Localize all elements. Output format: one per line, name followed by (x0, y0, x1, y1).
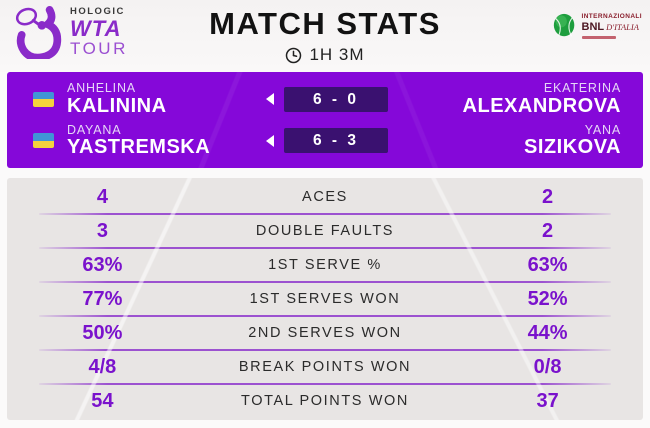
stat-value-left: 63% (82, 253, 123, 276)
stat-value-right: 2 (542, 185, 554, 208)
stats-panel: 4 ACES 2 3 DOUBLE FAULTS 2 63% 1ST SERVE… (7, 178, 643, 420)
match-duration: 1H 3M (309, 45, 365, 64)
tour-label: TOUR (70, 39, 128, 59)
stat-value-left: 4 (96, 185, 108, 208)
hologic-label: HOLOGIC (70, 5, 125, 17)
player-first-name: DAYANA (67, 122, 122, 137)
player-last-name: KALININA (67, 94, 167, 117)
scoreboard-panel: ANHELINA KALININA 6 - 0 EKATERINA ALEXAN… (7, 72, 643, 168)
stat-value-right: 2 (542, 219, 554, 242)
stat-value-right: 52% (527, 287, 568, 310)
bnl-label: BNL (581, 20, 605, 33)
stat-row-break-points-won: 4/8 BREAK POINTS WON 0/8 (7, 351, 643, 383)
stat-value-right: 0/8 (533, 355, 562, 378)
stat-label: 1ST SERVES WON (249, 291, 401, 307)
set-score-block: 6 - 0 (232, 86, 422, 112)
match-duration-row: 1H 3M (0, 45, 650, 65)
stat-row-total-points-won: 54 TOTAL POINTS WON 37 (7, 385, 643, 417)
wta-wordmark: HOLOGIC WTA TOUR (70, 7, 128, 58)
stat-label: ACES (302, 189, 348, 205)
row-divider (39, 247, 611, 249)
row-divider (39, 315, 611, 317)
row-divider (39, 349, 611, 351)
winner-arrow-icon (266, 134, 274, 147)
bnl-ditalia-label: BNL D'ITALIA (582, 21, 643, 34)
stat-label: BREAK POINTS WON (238, 359, 412, 375)
team-right: YANA SIZIKOVA (422, 122, 621, 158)
scoreboard-row: DAYANA YASTREMSKA 6 - 3 YANA SIZIKOVA (33, 122, 621, 158)
stat-label: TOTAL POINTS WON (241, 393, 409, 409)
player-first-name: ANHELINA (67, 81, 136, 96)
clock-icon (286, 47, 302, 63)
bnl-wordmark: INTERNAZIONALI BNL D'ITALIA (581, 13, 643, 39)
team-left: ANHELINA KALININA (33, 82, 232, 116)
stat-row-second-serves-won: 50% 2ND SERVES WON 44% (7, 317, 643, 349)
bnl-italia-logo: INTERNAZIONALI BNL D'ITALIA (552, 12, 643, 40)
player-last-name: YASTREMSKA (67, 135, 211, 158)
stat-row-first-serves-won: 77% 1ST SERVES WON 52% (7, 283, 643, 315)
player-first-name: EKATERINA (543, 81, 621, 96)
stat-value-right: 63% (527, 253, 568, 276)
header: HOLOGIC WTA TOUR MATCH STATS 1H 3M (0, 0, 650, 72)
ukraine-flag-icon (33, 91, 54, 107)
stat-label: 1ST SERVE % (268, 257, 382, 273)
stat-value-left: 3 (96, 219, 108, 242)
team-left: DAYANA YASTREMSKA (33, 122, 232, 158)
stat-label: 2ND SERVES WON (248, 325, 402, 341)
row-divider (39, 383, 611, 385)
team-right: EKATERINA ALEXANDROVA (422, 82, 621, 116)
page-title: MATCH STATS (209, 6, 441, 41)
internazionali-label: INTERNAZIONALI (581, 13, 642, 21)
scoreboard-row: ANHELINA KALININA 6 - 0 EKATERINA ALEXAN… (33, 82, 621, 116)
player-name-right: YANA SIZIKOVA (422, 122, 621, 158)
row-divider (39, 281, 611, 283)
stat-value-left: 77% (82, 287, 123, 310)
stat-value-left: 54 (91, 389, 114, 412)
player-first-name: YANA (584, 122, 621, 137)
stat-value-right: 44% (527, 321, 568, 344)
wta-tour-logo: HOLOGIC WTA TOUR (14, 5, 128, 59)
stat-row-first-serve-pct: 63% 1ST SERVE % 63% (7, 249, 643, 281)
set-score-block: 6 - 3 (232, 128, 422, 154)
bnl-sub-mark (581, 35, 616, 39)
stat-label: DOUBLE FAULTS (255, 223, 395, 239)
stat-value-right: 37 (536, 389, 559, 412)
player-name-left: ANHELINA KALININA (67, 82, 167, 116)
ditalia-label: D'ITALIA (606, 21, 639, 32)
row-divider (39, 213, 611, 215)
stat-row-aces: 4 ACES 2 (7, 181, 643, 213)
player-name-right: EKATERINA ALEXANDROVA (422, 82, 621, 116)
stat-value-left: 4/8 (88, 355, 117, 378)
player-name-left: DAYANA YASTREMSKA (67, 122, 211, 158)
set-score: 6 - 3 (284, 128, 388, 154)
winner-arrow-icon (266, 93, 274, 106)
title-block: MATCH STATS 1H 3M (0, 6, 650, 65)
player-last-name: ALEXANDROVA (462, 94, 621, 117)
wta-player-icon (15, 6, 62, 59)
player-last-name: SIZIKOVA (524, 135, 621, 158)
wta-label: WTA (70, 16, 122, 42)
tennis-ball-icon (553, 13, 574, 37)
set-score: 6 - 0 (284, 86, 388, 112)
ukraine-flag-icon (33, 133, 54, 149)
stat-row-double-faults: 3 DOUBLE FAULTS 2 (7, 215, 643, 247)
stat-value-left: 50% (82, 321, 123, 344)
